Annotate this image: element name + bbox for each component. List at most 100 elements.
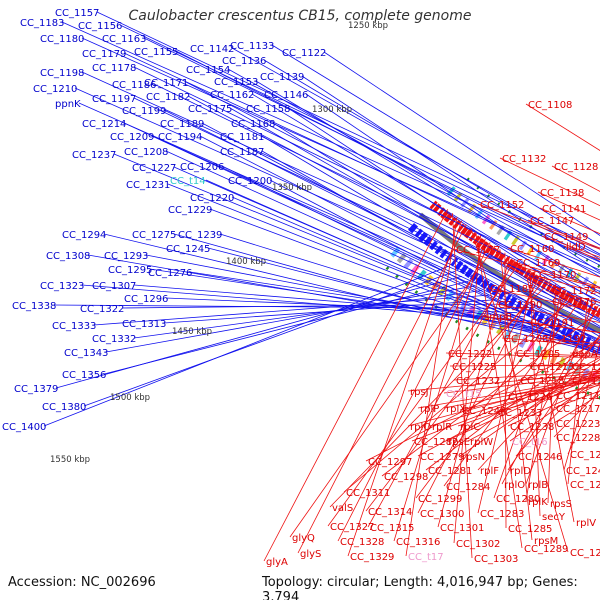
reverse-gene-label: CC_1217: [556, 404, 600, 415]
forward-gene-label: CC_1197: [92, 94, 136, 105]
reverse-gene-label: rplX: [446, 404, 466, 415]
forward-gene-label: CC_1194: [158, 132, 202, 143]
reverse-leader-line: [529, 268, 541, 517]
forward-gene-label: CC_1186: [112, 80, 156, 91]
forward-gene-label: CC_1157: [55, 8, 99, 19]
reverse-gene-arrow: [429, 200, 438, 210]
reverse-leader-line: [365, 277, 546, 512]
forward-gene-label: CC_1276: [148, 268, 192, 279]
forward-gene-arrow: [531, 310, 540, 320]
forward-leader-line: [301, 75, 600, 273]
forward-gene-arrow: [459, 264, 469, 275]
gc-content-mark: [466, 177, 470, 182]
scale-tick-label: 1550 kbp: [50, 455, 90, 465]
forward-leader-line: [261, 135, 600, 338]
forward-leader-line: [163, 109, 600, 329]
reverse-leader-line: [567, 300, 588, 485]
gc-skew-mark: [586, 391, 590, 395]
reverse-leader-line: [524, 265, 575, 523]
reverse-gene-label: rplF: [480, 466, 499, 477]
reverse-gene-arrow: [437, 207, 446, 217]
reverse-gene-label: CC_1141: [542, 204, 586, 215]
forward-gene-label: CC_1295: [108, 265, 152, 276]
reverse-leader-line: [417, 356, 600, 457]
reverse-gene-label: CC_1205: [516, 349, 560, 360]
forward-leader-line: [133, 290, 483, 339]
forward-gene-arrow: [571, 330, 580, 341]
reverse-gene-arrow: [493, 250, 502, 260]
reverse-gene-label: rplO: [410, 422, 431, 433]
reverse-gene-label: CC_1228: [556, 433, 600, 444]
forward-gene-label: CC_1209: [110, 132, 154, 143]
gene-category-tile: [410, 264, 420, 275]
reverse-gene-label: CC_1128: [554, 162, 598, 173]
reverse-gene-arrow: [545, 282, 553, 293]
reverse-gene-label: CC_1316: [396, 537, 440, 548]
gc-content-mark: [574, 252, 578, 256]
reverse-leader-line: [501, 305, 599, 485]
reverse-gene-label: CC_1108: [528, 100, 572, 111]
inner-category-tile: [557, 263, 566, 275]
reverse-gene-label: CC_1285: [508, 524, 552, 535]
reverse-leader-line: [453, 248, 600, 289]
gene-category-tile: [390, 247, 401, 258]
forward-leader-line: [165, 297, 518, 314]
reverse-gene-label: CC_1289: [524, 544, 568, 555]
forward-leader-line: [83, 270, 456, 407]
forward-gene-label: CC_1142: [190, 44, 234, 55]
scale-tick-label: 1250 kbp: [348, 21, 388, 31]
forward-leader-line: [187, 95, 600, 314]
gc-skew-mark: [574, 386, 579, 390]
reverse-gene-label: CC_1329: [350, 552, 394, 563]
reverse-gene-label: CC_1234: [570, 450, 600, 461]
reverse-gene-label: CC_1190: [498, 300, 542, 311]
reverse-leader-line: [381, 310, 600, 477]
gc-content-mark: [476, 185, 480, 190]
scale-tick-label: 1300 kbp: [312, 105, 352, 115]
reverse-gene-label: rpsE: [448, 437, 470, 448]
forward-leader-line: [43, 265, 449, 427]
reverse-leader-line: [415, 292, 572, 499]
reverse-gene-label: glyA: [266, 557, 288, 568]
forward-leader-line: [103, 280, 469, 375]
forward-gene-label: CC_1171: [144, 78, 188, 89]
forward-gene-label: CC_1183: [20, 18, 64, 29]
reverse-gene-label: CC_1213: [530, 362, 574, 373]
reverse-gene-label: CC_1222: [448, 349, 492, 360]
forward-gene-label: CC_1294: [62, 230, 106, 241]
reverse-leader-line: [529, 273, 600, 294]
reverse-gene-label: rplW: [470, 437, 493, 448]
forward-leader-line: [61, 21, 600, 263]
forward-gene-label: CC_1136: [222, 56, 266, 67]
gc-skew-mark: [465, 326, 469, 331]
reverse-gene-arrow: [502, 256, 510, 266]
reverse-gene-label: CC_1225: [452, 362, 496, 373]
forward-leader-line: [261, 150, 600, 344]
forward-gene-label: CC_1168: [231, 119, 275, 130]
reverse-leader-line: [495, 303, 600, 323]
reverse-gene-label: CC_1300: [420, 509, 464, 520]
reverse-leader-line: [411, 368, 600, 442]
forward-leader-line: [55, 275, 462, 389]
forward-gene-label: CC_1307: [92, 281, 136, 292]
forward-gene-label: CC_1189: [160, 119, 204, 130]
forward-gene-label: CC_1139: [260, 72, 304, 83]
forward-gene-label: CC_1156: [78, 21, 122, 32]
forward-leader-line: [113, 153, 600, 354]
inner-category-tile: [446, 186, 456, 196]
reverse-gene-label: CC_1203: [504, 334, 548, 345]
forward-gene-label: CC_1208: [124, 147, 168, 158]
reverse-gene-label: CC_1238: [510, 422, 554, 433]
reverse-gene-label: CC_1149: [544, 232, 588, 243]
reverse-leader-line: [453, 235, 481, 544]
inner-category-tile: [503, 230, 513, 241]
forward-gene-label: CC_1313: [122, 319, 166, 330]
forward-gene-arrow: [480, 278, 490, 290]
reverse-gene-label: CC_1315: [370, 523, 414, 534]
gene-category-tile: [403, 258, 414, 270]
reverse-leader-line: [449, 364, 600, 367]
reverse-gene-label: CC_1281: [428, 466, 472, 477]
reverse-gene-label: CC_1299: [418, 494, 462, 505]
forward-gene-label: CC_1293: [104, 251, 148, 262]
